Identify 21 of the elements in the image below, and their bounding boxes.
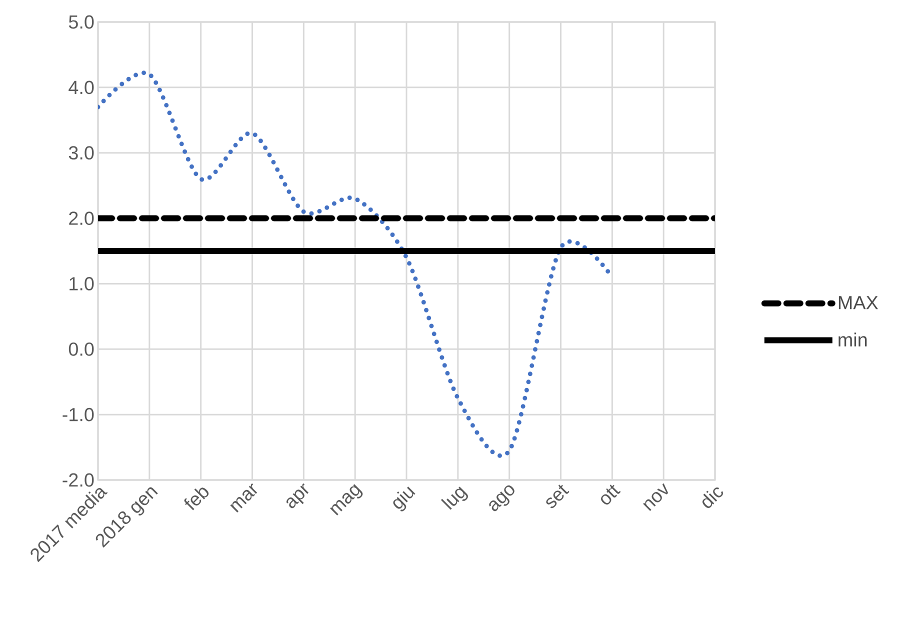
- x-tick-label: dic: [702, 487, 724, 508]
- x-tick-label: mag: [330, 484, 363, 516]
- y-tick-label: 2.0: [69, 212, 94, 225]
- x-tick-label: nov: [643, 483, 668, 511]
- x-tick-label: set: [546, 484, 570, 508]
- y-tick-label: 5.0: [68, 15, 94, 29]
- y-tick-label: -2.0: [62, 473, 94, 487]
- x-tick-label: ago: [489, 485, 514, 512]
- y-tick-label: -1.0: [62, 408, 94, 422]
- x-tick-label: mar: [230, 483, 258, 512]
- legend-label: min: [838, 332, 867, 346]
- x-tick-label: feb: [184, 488, 209, 510]
- x-tick-label: ott: [601, 484, 621, 504]
- legend-label: MAX: [838, 296, 878, 310]
- y-tick-label: 3.0: [68, 146, 94, 160]
- y-tick-label: 4.0: [68, 80, 94, 94]
- x-tick-label: giu: [393, 486, 416, 512]
- y-tick-label: 1.0: [70, 277, 94, 290]
- x-tick-label: lug: [440, 486, 468, 510]
- x-tick-label: apr: [286, 483, 309, 508]
- y-tick-label: 0.0: [68, 342, 94, 356]
